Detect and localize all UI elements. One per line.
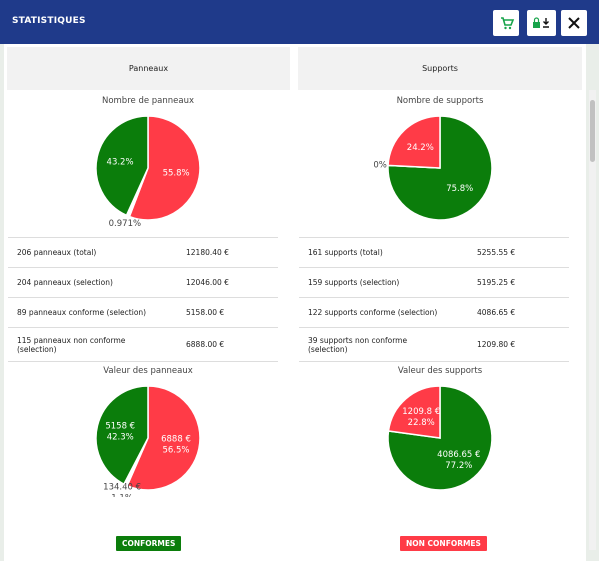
slice-percent-label: 1.1% <box>111 494 133 497</box>
slice-label: 55.8% <box>163 169 190 179</box>
stats-row: 161 supports (total) 5255.55 € <box>299 237 569 267</box>
slice-label: 43.2% <box>107 157 134 167</box>
chart-title: Valeur des supports <box>397 366 483 376</box>
slice-label: 134.40 € <box>103 483 141 493</box>
row-label: 122 supports conforme (selection) <box>308 308 438 317</box>
scrollbar-track <box>589 90 596 550</box>
slice-label: 5158 € <box>105 422 135 432</box>
stats-row: 204 panneaux (selection) 12046.00 € <box>8 267 278 297</box>
stats-table: 161 supports (total) 5255.55 € 159 support… <box>299 237 569 362</box>
slice-label: 75.8% <box>446 184 473 194</box>
pie-slice <box>387 115 441 169</box>
legend-badge: NON CONFORMES <box>400 536 487 551</box>
export-button[interactable] <box>527 10 556 36</box>
row-value: 4086.65 € <box>477 308 516 317</box>
cart-button[interactable] <box>493 10 519 36</box>
stats-row: 39 supports non conforme (selection) 1209… <box>299 327 569 362</box>
row-label: 39 supports non conforme (selection) <box>308 335 408 354</box>
pie-slice <box>387 385 441 439</box>
row-label: 204 panneaux (selection) <box>17 278 113 287</box>
pie-slice <box>128 115 201 221</box>
slice-label: 4086.65 € <box>437 450 480 460</box>
row-value: 5195.25 € <box>477 278 516 287</box>
chart-title: Nombre de supports <box>396 96 484 106</box>
pie-chart: 55.8% 0.971% 43.2% <box>95 115 201 227</box>
row-label: 206 panneaux (total) <box>17 248 97 257</box>
column-heading: Supports <box>298 47 582 90</box>
export-icon <box>533 17 549 28</box>
row-label: 115 panneaux non conforme (selection) <box>17 335 126 354</box>
row-value: 5158.00 € <box>186 308 225 317</box>
scrollbar-thumb[interactable] <box>590 100 595 162</box>
pie-slice <box>95 115 149 217</box>
pie-slice <box>387 385 493 491</box>
stats-row: 89 panneaux conforme (selection) 5158.00 … <box>8 297 278 327</box>
pie-chart: 75.8% 0% 24.2% <box>374 115 493 221</box>
pie-chart: 6888 €56.5% 134.40 €1.1% 5158 €42.3% <box>95 385 201 497</box>
dialog-title: STATISTIQUES <box>12 16 86 26</box>
slice-label: 6888 € <box>161 434 191 444</box>
slice-percent-label: 22.8% <box>408 418 435 428</box>
close-icon <box>568 17 580 29</box>
close-button[interactable] <box>561 10 587 36</box>
pie-slice <box>95 385 149 486</box>
chart-title: Nombre de panneaux <box>101 96 195 106</box>
row-value: 12046.00 € <box>186 278 229 287</box>
stats-row: 122 supports conforme (selection) 4086.65… <box>299 297 569 327</box>
row-label: 159 supports (selection) <box>308 278 400 287</box>
column-heading: Panneaux <box>7 47 290 90</box>
slice-label: 0% <box>374 160 387 170</box>
stats-row: 159 supports (selection) 5195.25 € <box>299 267 569 297</box>
row-label: 161 supports (total) <box>308 248 383 257</box>
header-bar: STATISTIQUES <box>0 0 599 44</box>
row-value: 5255.55 € <box>477 248 516 257</box>
slice-label: 24.2% <box>407 143 434 153</box>
row-value: 1209.80 € <box>477 340 516 349</box>
dialog-body <box>4 44 586 561</box>
cart-icon <box>501 17 515 30</box>
stats-row: 115 panneaux non conforme (selection) 688… <box>8 327 278 362</box>
slice-percent-label: 56.5% <box>162 445 189 455</box>
slice-label: 1209.8 € <box>402 407 440 417</box>
stats-row: 206 panneaux (total) 12180.40 € <box>8 237 278 267</box>
row-value: 12180.40 € <box>186 248 229 257</box>
stats-table: 206 panneaux (total) 12180.40 € 204 pannea… <box>8 237 278 362</box>
legend-badge: CONFORMES <box>116 536 182 551</box>
chart-title: Valeur des panneaux <box>103 366 193 376</box>
slice-label: 0.971% <box>109 219 141 227</box>
pie-slice <box>126 385 201 491</box>
row-label: 89 panneaux conforme (selection) <box>17 308 147 317</box>
slice-percent-label: 77.2% <box>445 461 472 471</box>
slice-percent-label: 42.3% <box>107 433 134 443</box>
pie-chart: 4086.65 €77.2% 1209.8 €22.8% <box>387 385 493 491</box>
row-value: 6888.00 € <box>186 340 225 349</box>
